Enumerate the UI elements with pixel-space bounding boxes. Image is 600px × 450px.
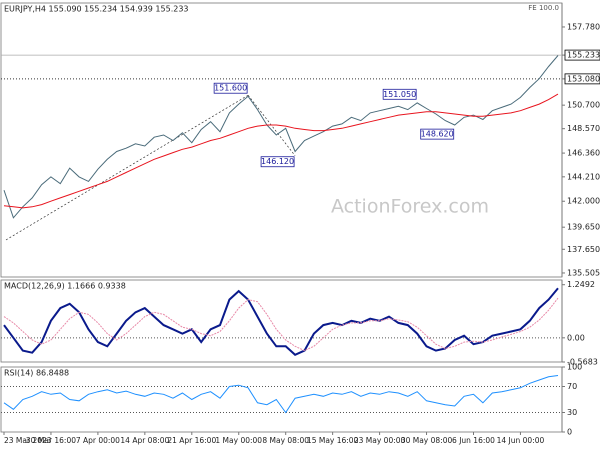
- annotation-label: 146.120: [261, 157, 294, 166]
- y-tick-label: 146.360: [567, 149, 600, 158]
- panel-title: EURJPY,H4 155.090 155.234 154.939 155.23…: [4, 5, 189, 14]
- y-tick-label: 153.080: [567, 74, 600, 83]
- watermark: ActionForex.com: [331, 196, 489, 218]
- y-tick-label: 0.00: [567, 333, 585, 342]
- annotation-label: 151.600: [214, 84, 247, 93]
- y-tick-label: 148.570: [567, 124, 600, 133]
- y-tick-label: 144.210: [567, 172, 600, 181]
- y-tick-label: 157.780: [567, 22, 600, 31]
- series-line: [3, 287, 559, 356]
- annotation-box: [420, 128, 455, 140]
- y-tick-label: 155.233: [567, 51, 600, 60]
- price-box: [564, 49, 600, 61]
- x-tick-label: 15 May 16:00: [307, 436, 359, 445]
- y-tick-label: 150.700: [567, 101, 600, 110]
- y-tick-label: 139.650: [567, 223, 600, 232]
- x-tick-label: 30 May 08:00: [401, 436, 453, 445]
- trend-line: [247, 95, 296, 156]
- series-line: [3, 93, 559, 209]
- panel-frame: [0, 279, 563, 363]
- y-tick-label: -0.5683: [567, 358, 598, 367]
- x-tick-label: 30 Mar 16:00: [26, 436, 76, 445]
- x-tick-label: 21 Apr 16:00: [167, 436, 216, 445]
- price-box: [564, 73, 600, 85]
- annotation-label: 151.050: [383, 90, 416, 99]
- panel-frame: [0, 366, 563, 433]
- y-tick-label: 137.650: [567, 245, 600, 254]
- panel-note: FE 100.0: [528, 4, 559, 12]
- series-line: [3, 55, 559, 219]
- panel-frame: [0, 2, 563, 278]
- y-tick-label: 0: [567, 428, 572, 437]
- trend-line: [5, 94, 249, 241]
- series-line: [3, 297, 559, 352]
- annotation-box: [260, 156, 295, 168]
- y-tick-label: 1.2492: [567, 280, 595, 289]
- x-tick-label: 7 Apr 00:00: [76, 436, 120, 445]
- x-tick-label: 6 Jun 16:00: [452, 436, 495, 445]
- annotation-label: 148.620: [421, 130, 454, 139]
- x-tick-label: 23 Mar 2023: [4, 436, 52, 445]
- x-tick-label: 23 May 00:00: [354, 436, 406, 445]
- x-tick-label: 1 May 00:00: [215, 436, 262, 445]
- x-tick-label: 8 May 08:00: [262, 436, 309, 445]
- y-tick-label: 30: [567, 408, 577, 417]
- y-tick-label: 70: [567, 382, 577, 391]
- y-tick-label: 100: [567, 363, 582, 372]
- x-tick-label: 14 Apr 08:00: [120, 436, 169, 445]
- x-tick-label: 14 Jun 00:00: [497, 436, 545, 445]
- annotation-box: [382, 88, 417, 100]
- y-tick-label: 142.000: [567, 197, 600, 206]
- annotation-box: [213, 82, 248, 94]
- panel-title: RSI(14) 86.8488: [4, 369, 69, 378]
- panel-title: MACD(12,26,9) 1.1666 0.9338: [4, 282, 126, 291]
- series-line: [3, 375, 559, 414]
- y-tick-label: 135.505: [567, 268, 600, 277]
